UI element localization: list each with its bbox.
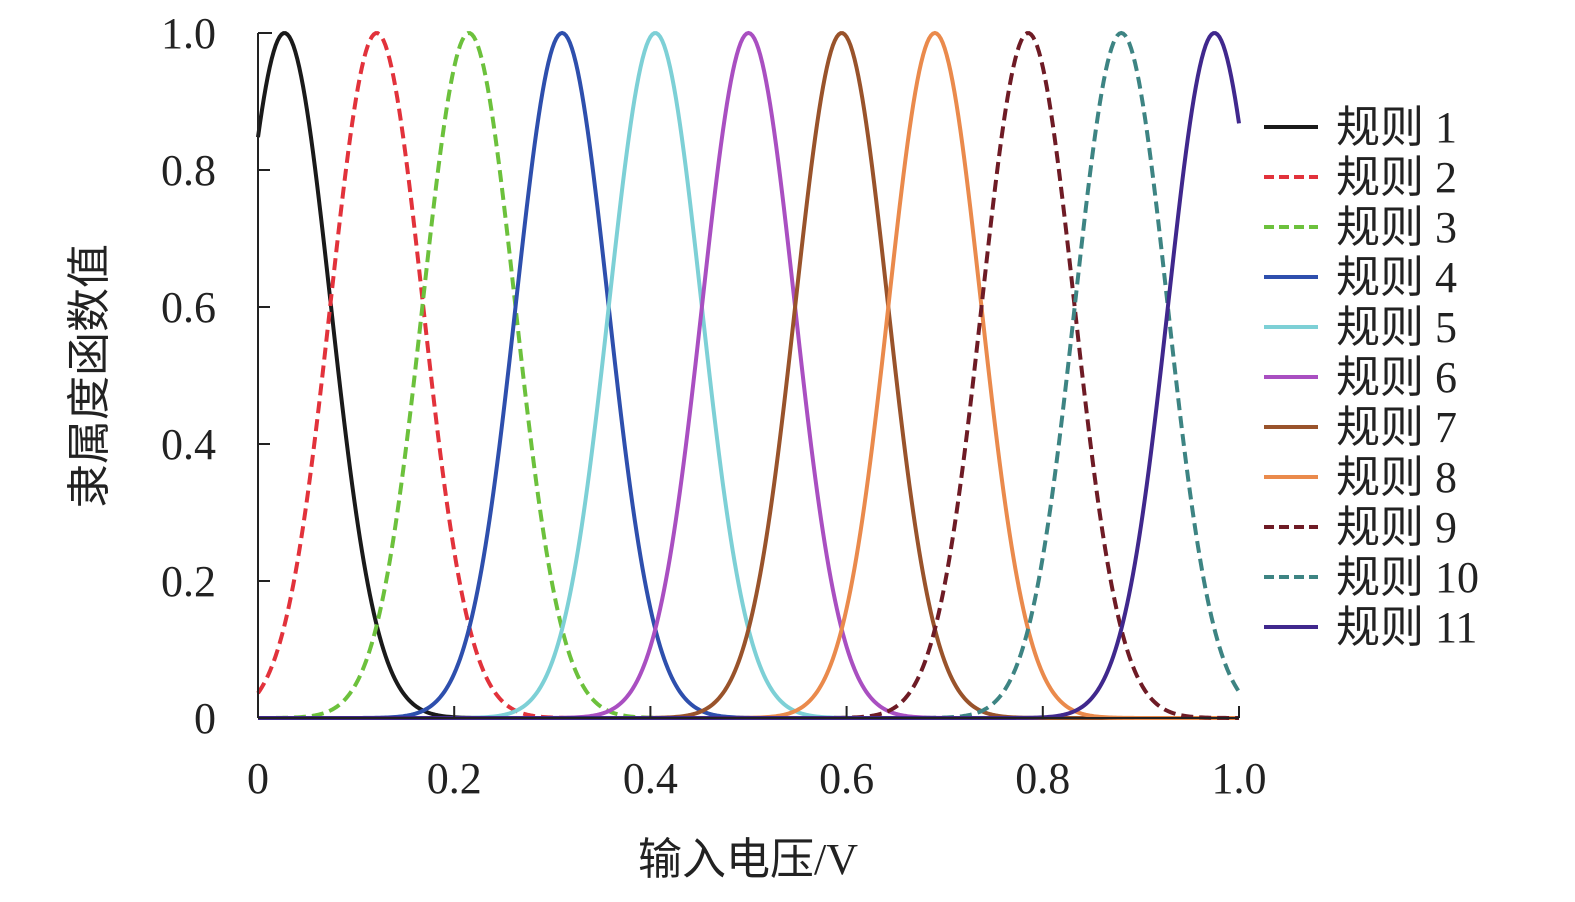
y-tick-label: 0.8 xyxy=(161,146,216,195)
y-tick-label: 0.4 xyxy=(161,420,216,469)
legend-label: 规则 11 xyxy=(1336,603,1477,652)
series-line-4 xyxy=(258,30,1239,720)
legend-label: 规则 4 xyxy=(1336,253,1457,302)
y-tick-label: 1.0 xyxy=(161,9,216,58)
legend-item-7: 规则 7 xyxy=(1264,403,1457,452)
legend-item-8: 规则 8 xyxy=(1264,453,1457,502)
x-axis-label: 输入电压/V xyxy=(638,835,858,884)
y-tick-label: 0 xyxy=(194,694,216,743)
x-tick-label: 0.2 xyxy=(427,754,482,803)
legend-item-5: 规则 5 xyxy=(1264,303,1457,352)
legend-item-2: 规则 2 xyxy=(1264,153,1457,202)
y-axis-label: 隶属度函数值 xyxy=(65,244,114,508)
legend-label: 规则 5 xyxy=(1336,303,1457,352)
series-line-9 xyxy=(258,31,1239,720)
legend-label: 规则 7 xyxy=(1336,403,1457,452)
y-tick-label: 0.6 xyxy=(161,283,216,332)
series-line-6 xyxy=(258,30,1239,720)
series-line-7 xyxy=(258,31,1239,720)
x-tick-label: 0.6 xyxy=(819,754,874,803)
legend-item-3: 规则 3 xyxy=(1264,203,1457,252)
legend-item-1: 规则 1 xyxy=(1264,103,1457,152)
legend-label: 规则 2 xyxy=(1336,153,1457,202)
x-tick-label: 0 xyxy=(247,754,269,803)
legend-item-10: 规则 10 xyxy=(1264,553,1479,602)
legend-label: 规则 3 xyxy=(1336,203,1457,252)
legend: 规则 1规则 2规则 3规则 4规则 5规则 6规则 7规则 8规则 9规则 1… xyxy=(1264,103,1479,652)
legend-item-11: 规则 11 xyxy=(1264,603,1477,652)
x-tick-label: 0.4 xyxy=(623,754,678,803)
legend-label: 规则 6 xyxy=(1336,353,1457,402)
series-layer xyxy=(256,30,1241,720)
legend-item-6: 规则 6 xyxy=(1264,353,1457,402)
y-tick-label: 0.2 xyxy=(161,557,216,606)
series-line-2 xyxy=(256,31,1239,720)
legend-label: 规则 8 xyxy=(1336,453,1457,502)
legend-item-4: 规则 4 xyxy=(1264,253,1457,302)
series-line-10 xyxy=(258,30,1241,720)
series-line-11 xyxy=(258,31,1241,720)
legend-item-9: 规则 9 xyxy=(1264,503,1457,552)
legend-label: 规则 10 xyxy=(1336,553,1479,602)
series-line-3 xyxy=(258,31,1239,720)
legend-label: 规则 9 xyxy=(1336,503,1457,552)
x-tick-label: 1.0 xyxy=(1212,754,1267,803)
axis-layer: 0 0.2 0.4 0.6 0.8 1.0 0 0.2 0.4 0.6 0.8 1.0 xyxy=(161,9,1267,803)
legend-label: 规则 1 xyxy=(1336,103,1457,152)
series-line-5 xyxy=(258,31,1239,720)
x-tick-label: 0.8 xyxy=(1015,754,1070,803)
series-line-1 xyxy=(256,31,1239,720)
series-line-8 xyxy=(258,30,1239,720)
